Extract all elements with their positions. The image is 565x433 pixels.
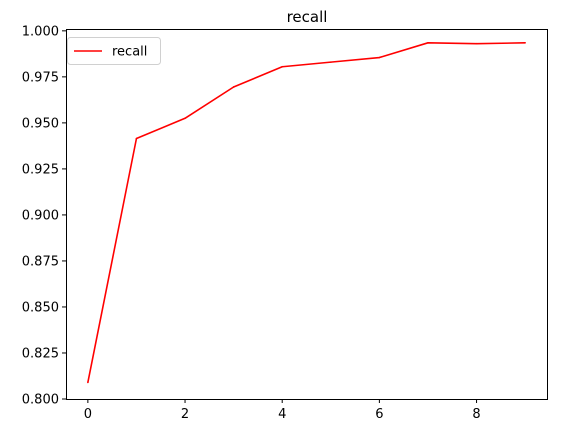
data-point (475, 42, 478, 45)
x-tick-label: 6 (375, 407, 383, 422)
data-point (524, 42, 526, 44)
data-point (281, 65, 284, 68)
y-tick-label: 0.900 (22, 208, 59, 223)
y-tick-label: 1.000 (22, 24, 59, 39)
plot-area (87, 42, 526, 384)
data-point (135, 137, 138, 140)
x-tick-label: 8 (472, 407, 480, 422)
x-tick-label: 4 (278, 407, 286, 422)
y-tick-label: 0.925 (22, 162, 59, 177)
legend: recall (67, 37, 161, 65)
data-point (427, 42, 429, 44)
chart-title: recall (287, 8, 328, 26)
x-tick-label: 0 (84, 407, 92, 422)
series-line-recall (87, 42, 526, 383)
x-tick-label: 2 (181, 407, 189, 422)
legend-label: recall (112, 45, 147, 60)
data-point (87, 381, 89, 384)
axis-ticks: 0.800 0.825 0.850 0.875 0.900 0.925 0.950 0.975… (22, 24, 481, 422)
y-tick-label: 0.950 (22, 116, 59, 131)
axes-frame (66, 29, 548, 400)
data-point (378, 56, 381, 59)
data-point (184, 117, 186, 120)
legend-box (67, 37, 161, 65)
y-tick-label: 0.975 (22, 70, 59, 85)
data-point (232, 86, 235, 88)
y-tick-label: 0.875 (22, 254, 59, 269)
y-tick-label: 0.800 (22, 393, 59, 408)
y-tick-label: 0.850 (22, 300, 59, 315)
data-point (329, 61, 332, 63)
y-tick-label: 0.825 (22, 346, 59, 361)
